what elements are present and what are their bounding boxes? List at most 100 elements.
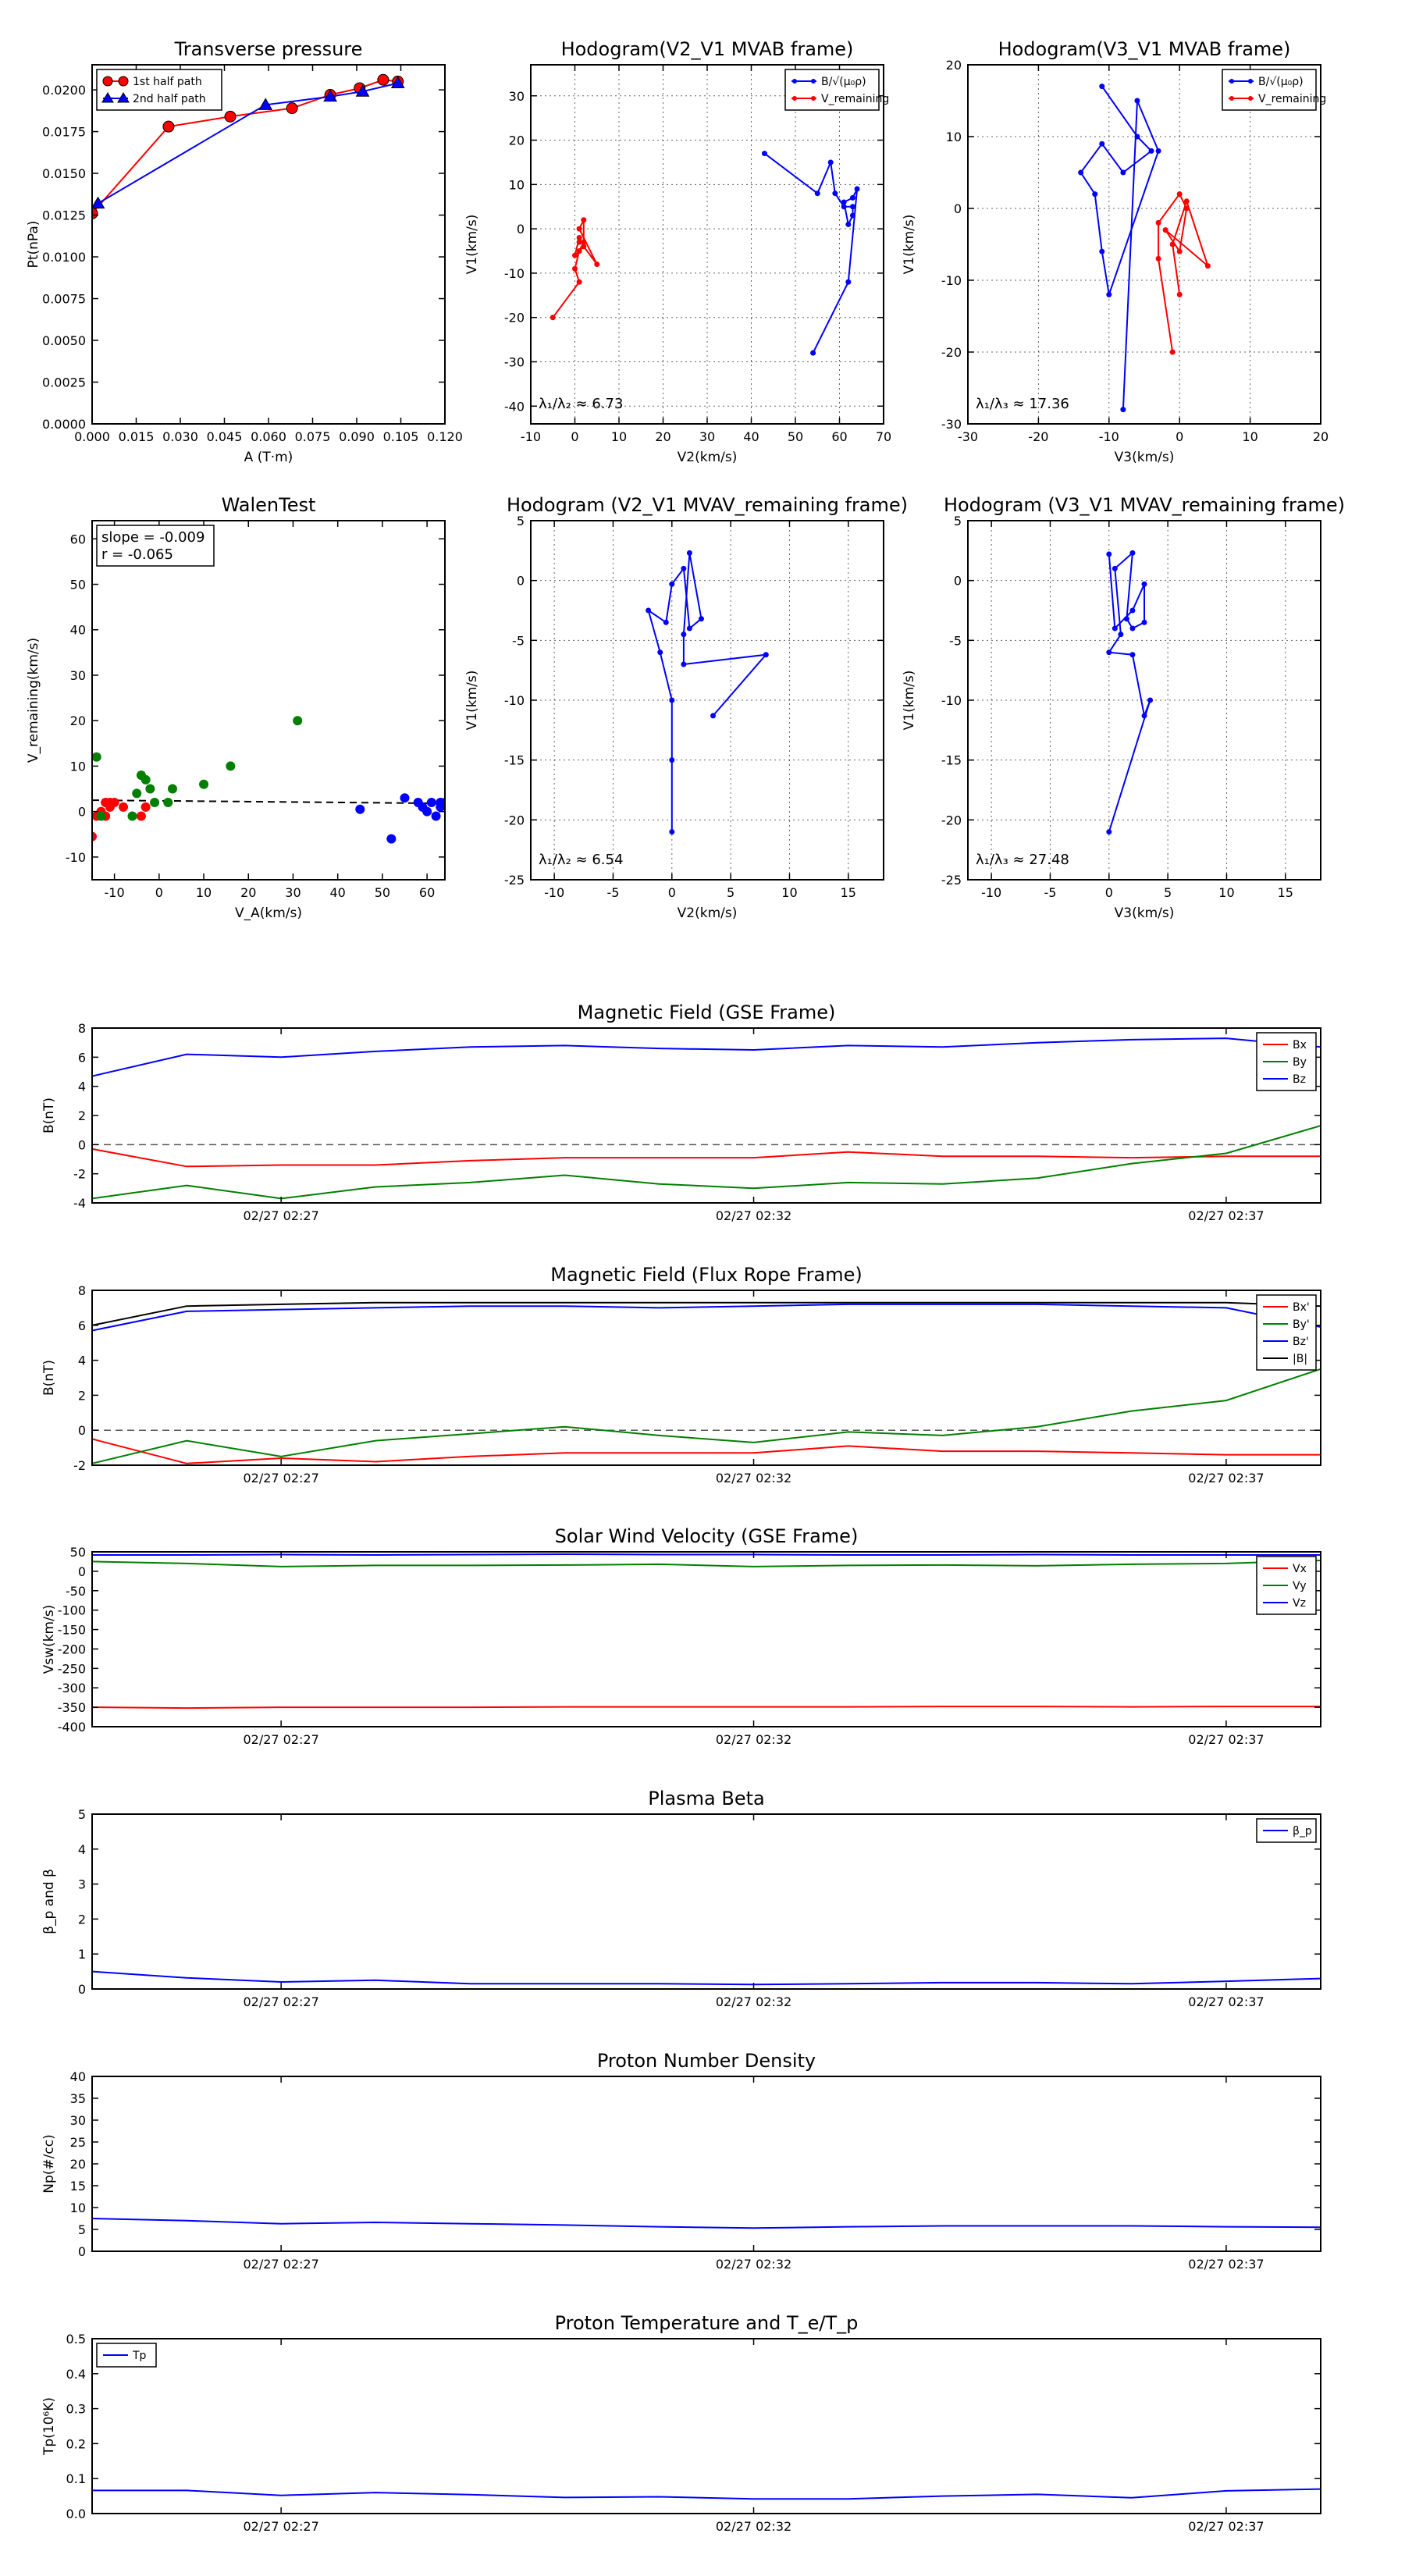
annotation-text: λ₁/λ₂ ≈ 6.73 [539, 396, 623, 412]
data-point [827, 159, 834, 165]
legend: Tp [96, 2343, 157, 2368]
data-point [841, 204, 847, 210]
x-tick-label: 30 [699, 429, 715, 444]
data-point [1204, 263, 1211, 269]
data-point [550, 315, 556, 321]
series-line-By [92, 1125, 1321, 1200]
legend-label: B/√(μ₀ρ) [1258, 76, 1304, 88]
y-tick-label: 0 [517, 222, 525, 237]
y-tick-label: 20 [946, 58, 962, 73]
data-point [669, 581, 675, 587]
y-tick-label: -100 [58, 1603, 86, 1618]
y-axis-label: V1(km/s) [464, 215, 480, 275]
x-tick-label: 0.105 [383, 429, 419, 444]
data-point [1141, 713, 1147, 719]
y-tick-label: -40 [504, 399, 525, 414]
y-tick-label: 15 [70, 2179, 86, 2194]
y-tick-label: -30 [941, 417, 962, 432]
data-point [576, 248, 582, 254]
y-tick-label: -10 [66, 850, 86, 865]
x-tick-label: 40 [743, 429, 759, 444]
legend-label: 2nd half path [133, 93, 206, 105]
y-axis-label: V1(km/s) [902, 215, 917, 275]
chart-velocity: 02/27 02:27 02/27 02:32 02/27 02:37 -400 -35… [41, 1525, 1321, 1747]
x-tick-label: 0 [668, 885, 676, 900]
data-point [1123, 616, 1129, 622]
data-point [1106, 829, 1112, 835]
y-tick-label: -15 [941, 753, 962, 768]
y-tick-label: -250 [58, 1661, 86, 1676]
data-point [686, 625, 692, 632]
data-point [1078, 169, 1084, 176]
x-tick-label: -5 [606, 885, 619, 900]
data-point [810, 350, 816, 356]
data-point [663, 619, 669, 625]
data-point [1141, 619, 1147, 625]
data-point [1129, 625, 1136, 632]
data-point [594, 262, 600, 268]
data-point [849, 194, 855, 201]
data-point [710, 713, 717, 719]
x-tick-label: 0.090 [339, 429, 375, 444]
x-tick-label: 50 [788, 429, 803, 444]
y-tick-label: 0 [78, 805, 86, 820]
y-axis-label: Vsw(km/s) [41, 1605, 57, 1674]
data-point [854, 186, 860, 192]
x-tick-label: -10 [981, 885, 1001, 900]
y-tick-label: 0.0175 [42, 125, 86, 140]
series-group [92, 1553, 1321, 1710]
x-tick-label: 10 [611, 429, 627, 444]
legend-marker [1248, 79, 1253, 84]
data-point [431, 811, 441, 821]
y-tick-label: 0.0125 [42, 208, 86, 223]
data-point [323, 89, 337, 102]
data-point [1112, 565, 1118, 571]
y-tick-label: 0 [78, 1137, 86, 1152]
x-tick-label: 02/27 02:27 [243, 1994, 318, 2009]
chart-title: Proton Temperature and T_e/T_p [555, 2312, 859, 2334]
y-axis-label: β_p and β [41, 1869, 57, 1934]
data-point [581, 244, 587, 250]
x-tick-label: 02/27 02:32 [716, 2257, 791, 2272]
y-tick-label: -20 [504, 311, 525, 326]
data-point [1183, 198, 1190, 205]
data-point [386, 834, 397, 844]
x-tick-label: 02/27 02:37 [1188, 1208, 1264, 1223]
data-point [681, 632, 687, 638]
legend: B/√(μ₀ρ) V_remaining [784, 69, 889, 111]
data-point [845, 279, 852, 285]
y-tick-label: -25 [941, 873, 962, 888]
x-tick-label: 02/27 02:37 [1188, 1471, 1264, 1485]
series-line-Bz' [92, 1303, 1321, 1332]
plot-frame [91, 520, 446, 881]
y-tick-label: -50 [66, 1584, 86, 1599]
y-tick-label: 10 [70, 759, 86, 774]
series-line-Bx' [92, 1438, 1321, 1464]
y-tick-label: 0 [78, 1564, 86, 1579]
plot-frame [91, 2338, 1321, 2514]
legend-marker [792, 79, 797, 84]
chart-magnetic_fr: 02/27 02:27 02/27 02:32 02/27 02:37 -2 0 2 4 6 8… [41, 1264, 1321, 1485]
x-tick-label: -30 [958, 429, 978, 444]
data-point [1176, 291, 1183, 297]
data-point [1155, 255, 1161, 262]
x-tick-label: 02/27 02:32 [716, 1471, 791, 1485]
y-tick-label: 0.4 [66, 2367, 86, 2382]
x-tick-label: 0.030 [162, 429, 198, 444]
y-tick-label: 0.0050 [42, 333, 86, 348]
data-point [226, 761, 236, 771]
y-tick-label: 2 [78, 1108, 86, 1123]
x-tick-label: 0.045 [207, 429, 243, 444]
data-point [1118, 632, 1124, 638]
y-tick-label: -20 [941, 345, 962, 360]
plot-area [92, 1290, 1321, 1465]
series-line-By' [92, 1368, 1321, 1464]
data-point [1092, 191, 1098, 197]
data-point [92, 831, 97, 841]
annotation-text: λ₁/λ₂ ≈ 6.54 [539, 852, 623, 868]
series-line-|B| [92, 1301, 1321, 1326]
x-tick-label: 20 [240, 885, 256, 900]
legend-label: Tp [132, 2350, 147, 2362]
y-tick-label: 10 [946, 130, 962, 144]
y-tick-label: 0.0150 [42, 166, 86, 181]
